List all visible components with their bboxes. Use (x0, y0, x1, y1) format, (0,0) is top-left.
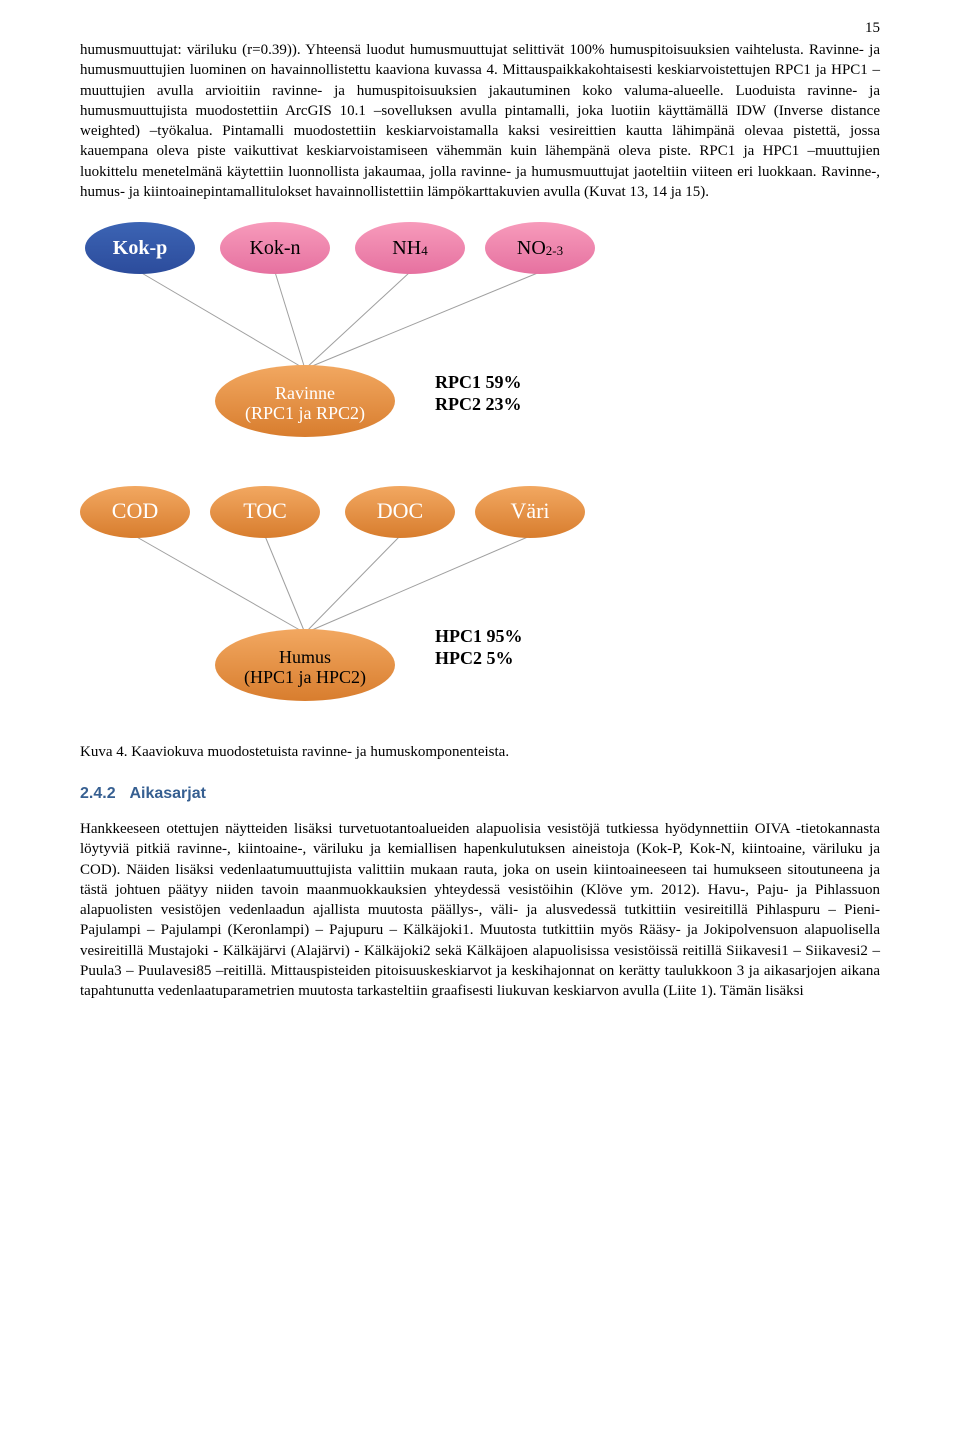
paragraph-1: humusmuuttujat: väriluku (r=0.39)). Yhte… (80, 40, 880, 202)
figure-caption: Kuva 4. Kaaviokuva muodostetuista ravinn… (80, 744, 880, 761)
paragraph-2: Hankkeeseen otettujen näytteiden lisäksi… (80, 819, 880, 1001)
diagram-edge (305, 536, 400, 633)
diagram-edge (305, 536, 530, 633)
diagram-ravinne: Kok-pKok-nNH4NO2-3Ravinne(RPC1 ja RPC2)R… (80, 216, 880, 456)
input-node-label: COD (112, 498, 158, 523)
diagram-edge (135, 536, 305, 633)
input-node-label: Väri (510, 498, 549, 523)
diagram-edge (305, 272, 410, 369)
diagram-edge (305, 272, 540, 369)
input-node-label: TOC (243, 498, 287, 523)
page-number: 15 (865, 20, 880, 37)
subsection-title: Aikasarjat (129, 785, 206, 802)
subsection-number: 2.4.2 (80, 785, 116, 802)
diagram-humus: CODTOCDOCVäriHumus(HPC1 ja HPC2)HPC1 95%… (80, 480, 880, 720)
diagram-edge (140, 272, 305, 369)
side-text: HPC1 95%HPC2 5% (435, 626, 523, 668)
subsection-heading: 2.4.2 Aikasarjat (80, 785, 880, 803)
side-text: RPC1 59%RPC2 23% (435, 372, 522, 414)
input-node-label: Kok-n (249, 237, 300, 259)
diagram-edge (265, 536, 305, 633)
input-node-label: Kok-p (113, 237, 167, 259)
document-page: 15 humusmuuttujat: väriluku (r=0.39)). Y… (0, 0, 960, 1053)
input-node-label: DOC (377, 498, 423, 523)
